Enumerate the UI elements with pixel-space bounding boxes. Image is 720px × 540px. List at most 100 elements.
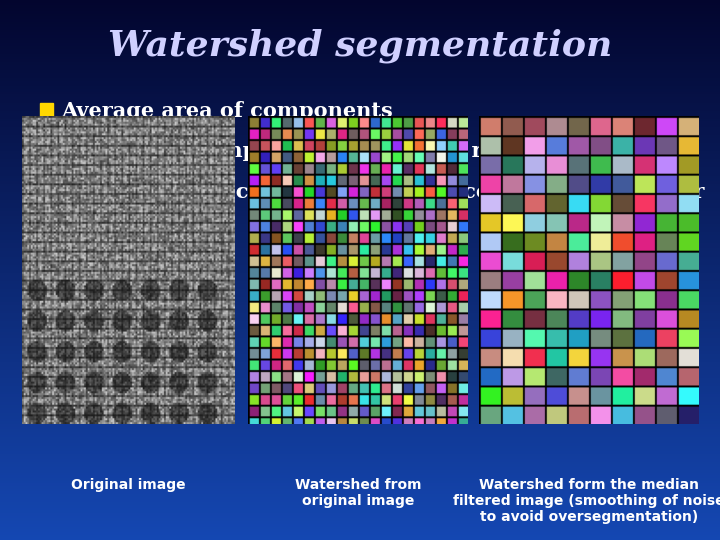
Bar [0,97,720,100]
Bar [0,437,720,440]
Bar [0,22,720,24]
Bar [0,335,720,338]
Bar [0,40,720,43]
Bar [0,78,720,81]
Bar [0,373,720,375]
Bar [0,49,720,51]
Bar [0,532,720,535]
Bar [0,319,720,321]
Bar [0,265,720,267]
Bar [0,448,720,451]
Bar [0,62,720,65]
Bar [0,340,720,343]
Bar [0,251,720,254]
Bar [0,535,720,537]
Bar [0,135,720,138]
Bar [0,302,720,305]
Bar [0,132,720,135]
Bar [0,467,720,470]
Bar [0,57,720,59]
Bar [0,235,720,238]
Text: Watershed form the median
filtered image (smoothing of noise
to avoid oversegmen: Watershed form the median filtered image… [453,478,720,524]
Bar [40,143,53,159]
Bar [0,224,720,227]
Bar [0,278,720,281]
Bar [0,8,720,11]
Bar [0,470,720,472]
Bar [0,386,720,389]
Bar [0,76,720,78]
Bar [0,211,720,213]
Text: Ratio between circumference and components number: Ratio between circumference and componen… [61,181,705,202]
Bar [0,364,720,367]
Bar [0,259,720,262]
Bar [0,254,720,256]
Bar [0,113,720,116]
Bar [0,130,720,132]
Bar [0,216,720,219]
Bar [0,100,720,103]
Text: Watershed segmentation: Watershed segmentation [108,29,612,63]
Bar [0,11,720,14]
Bar [0,405,720,408]
Bar [40,184,53,200]
Bar [0,159,720,162]
Bar [0,178,720,181]
Bar [0,27,720,30]
Bar [0,416,720,418]
Bar [0,491,720,494]
Bar [0,394,720,397]
Bar [0,30,720,32]
Bar [0,362,720,364]
Bar [0,184,720,186]
Bar [0,92,720,94]
Bar [0,494,720,497]
Bar [0,81,720,84]
Bar [0,119,720,122]
Bar [0,0,720,3]
Bar [0,189,720,192]
Bar [0,246,720,248]
Bar [0,51,720,54]
Bar [0,170,720,173]
Bar [0,273,720,275]
Bar [0,65,720,68]
Bar [0,338,720,340]
Bar [0,459,720,462]
Bar [0,289,720,292]
Bar [0,238,720,240]
Bar [0,70,720,73]
Bar [0,200,720,202]
Bar [0,270,720,273]
Bar [0,443,720,445]
Bar [0,267,720,270]
Bar [0,240,720,243]
Bar [0,84,720,86]
Bar [0,359,720,362]
Bar [0,421,720,424]
Bar [0,162,720,165]
Bar [0,313,720,316]
Bar [0,68,720,70]
Bar [0,356,720,359]
Bar [0,392,720,394]
Bar [0,3,720,5]
Bar [0,321,720,324]
Bar [0,221,720,224]
Bar [0,413,720,416]
Bar [0,173,720,176]
Bar [0,508,720,510]
Bar [0,454,720,456]
Bar [0,429,720,432]
Bar [0,89,720,92]
Bar [0,424,720,427]
Bar [0,410,720,413]
Bar [0,402,720,405]
Bar [0,440,720,443]
Bar [0,138,720,140]
Bar [0,483,720,486]
Bar [0,513,720,516]
Bar [0,197,720,200]
Bar [0,486,720,489]
Bar [0,324,720,327]
